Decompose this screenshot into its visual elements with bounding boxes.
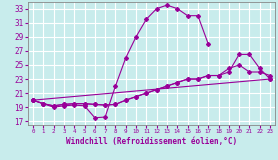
X-axis label: Windchill (Refroidissement éolien,°C): Windchill (Refroidissement éolien,°C) xyxy=(66,137,237,146)
